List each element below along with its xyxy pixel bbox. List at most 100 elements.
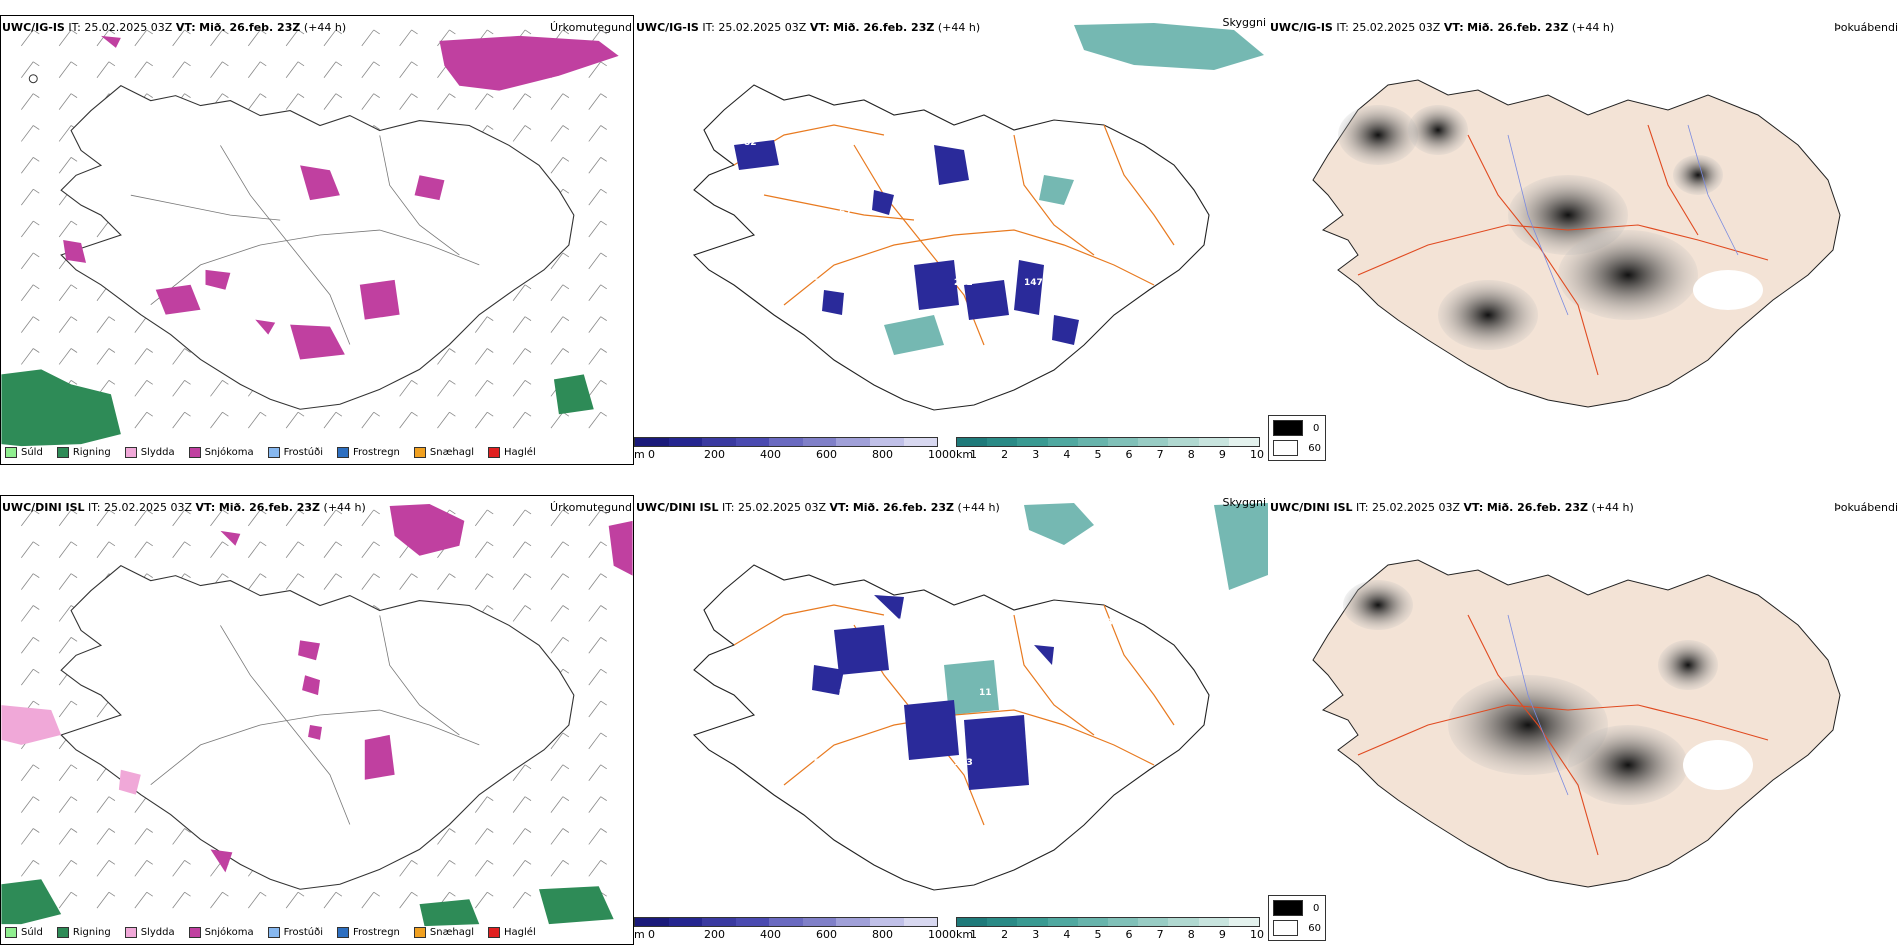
wind-barb: [588, 605, 602, 622]
wind-barb-flag: [222, 891, 229, 897]
scale-segment: [702, 918, 736, 926]
wind-barb: [474, 573, 488, 590]
wind-barb-flag: [184, 61, 191, 67]
legend-label: Frostregn: [353, 446, 400, 458]
scale-segment: [903, 918, 938, 926]
wind-barb: [134, 541, 148, 558]
legend-label: Slydda: [140, 446, 175, 458]
wind-barb-flag: [449, 891, 456, 897]
wind-barb-flag: [600, 348, 607, 353]
ceiling-value: 143: [1094, 618, 1113, 628]
fog-title: Þokuábendi: [1834, 501, 1898, 514]
wind-barb-flag: [600, 380, 607, 385]
wind-barb-flag: [297, 29, 305, 35]
wind-barb: [285, 541, 299, 558]
wind-barb-flag: [184, 541, 191, 547]
wind-barb: [588, 284, 602, 301]
vis-areas: [944, 503, 1268, 715]
wind-barb-flag: [487, 348, 494, 353]
wind-barb: [437, 93, 450, 110]
legend-item: Frostúði: [267, 446, 323, 458]
wind-barb-flag: [222, 509, 229, 515]
wind-barb-flag: [600, 732, 607, 738]
ceiling-value: 102: [744, 758, 763, 768]
scale-segment: [987, 438, 1018, 446]
wind-barb: [96, 220, 110, 238]
wind-barb: [399, 860, 412, 877]
sleet-areas: [1, 705, 141, 795]
legend-label: Frostregn: [353, 926, 400, 938]
scale-tick: 10: [1250, 928, 1264, 941]
wind-barb: [134, 860, 148, 877]
header-vis-row2: UWC/DINI ISL IT: 25.02.2025 03Z VT: Mið.…: [634, 496, 1270, 516]
wind-barb: [399, 411, 412, 429]
wind-barb: [172, 541, 185, 558]
valid-time: Mið. 26.feb. 23Z: [199, 21, 301, 34]
scale-segment: [1228, 438, 1260, 446]
snow-areas: [63, 35, 619, 360]
wind-barb-flag: [260, 411, 267, 417]
fog-high-label: 60: [1308, 442, 1321, 454]
wind-barb: [21, 348, 34, 365]
wind-barb-flag: [562, 188, 570, 194]
wind-barb-flag: [449, 860, 456, 865]
wind-barb-flag: [297, 93, 305, 98]
lead-time: (+44 h): [937, 21, 981, 34]
precip-panel-row1: Súld Rigning Slydda Snjókoma Frostúði Frostre…: [0, 15, 634, 465]
wind-barb-flag: [297, 541, 305, 547]
wind-barb-flag: [146, 380, 153, 385]
wind-barb: [323, 891, 337, 909]
wind-barb-flag: [562, 605, 570, 610]
wind-barb: [21, 220, 34, 238]
wind-barb-flag: [146, 541, 153, 547]
fog-map: [1312, 79, 1841, 408]
wind-barb: [21, 93, 34, 110]
ceiling-value: 102: [1119, 208, 1138, 218]
legend-swatch: [413, 926, 426, 938]
wind-barb: [210, 29, 223, 47]
scale-unit: km: [956, 448, 974, 461]
wind-barb-flag: [70, 316, 78, 321]
wind-barb: [588, 125, 602, 142]
wind-barb: [172, 509, 185, 527]
wind-barb: [21, 828, 34, 845]
wind-barb: [474, 411, 488, 429]
wind-barb-flag: [146, 93, 153, 98]
scale-segment: [735, 438, 770, 446]
wind-barb: [437, 860, 450, 877]
road-network: [733, 124, 1175, 346]
wind-barb: [588, 796, 602, 813]
scale-unit: m: [634, 928, 645, 941]
model-name: UWC/DINI ISL: [636, 501, 719, 514]
scale-segment: [1047, 438, 1078, 446]
scale-tick: 9: [1218, 928, 1226, 941]
ceiling-value: 138: [769, 208, 788, 218]
wind-barb-flag: [70, 796, 78, 801]
scale-bar: [634, 437, 938, 447]
wind-barb-flag: [184, 860, 191, 865]
wind-barb: [134, 29, 148, 47]
wind-barb: [588, 93, 602, 110]
vt-label: VT:: [829, 501, 850, 514]
scale-tick: 6: [1125, 448, 1133, 461]
wind-barb-flag: [335, 573, 343, 578]
wind-barb-flag: [600, 573, 607, 578]
wind-barb-flag: [222, 541, 229, 547]
ceiling-value: 113: [814, 618, 833, 628]
wind-barb: [134, 796, 148, 813]
wind-barb-flag: [184, 573, 191, 578]
wind-barb-flag: [373, 125, 380, 130]
precip-map: [1, 29, 619, 447]
legend-swatch: [5, 446, 17, 458]
rain-areas: [1, 369, 594, 447]
wind-barb: [323, 411, 337, 429]
wind-barb: [512, 764, 526, 781]
lead-time: (+44 h): [303, 21, 347, 34]
model-name: UWC/IG-IS: [2, 21, 65, 34]
fog-panel-row2: [1268, 495, 1900, 945]
wind-barb: [588, 700, 602, 718]
wind-barb-flag: [600, 188, 607, 194]
ceiling-value: 95: [884, 278, 897, 288]
scale-segment: [1077, 918, 1109, 926]
wind-barb: [96, 700, 110, 718]
